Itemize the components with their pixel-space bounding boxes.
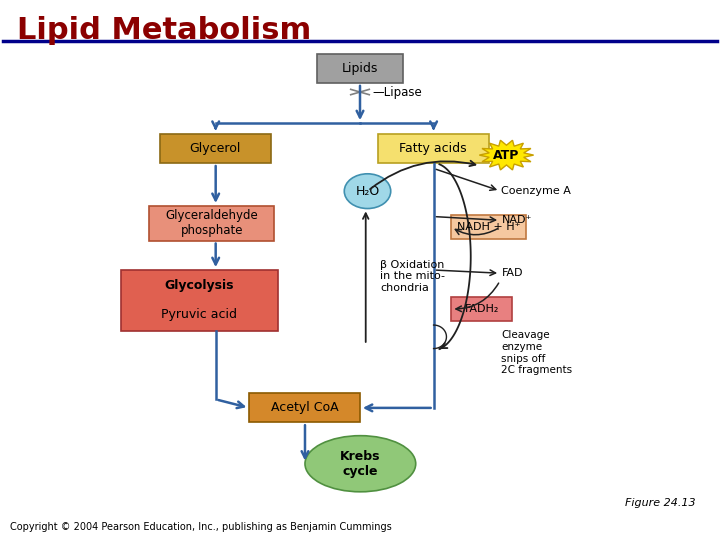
FancyBboxPatch shape (160, 134, 271, 163)
Text: Fatty acids: Fatty acids (400, 142, 467, 155)
Text: Glycolysis: Glycolysis (164, 279, 234, 292)
Text: Coenzyme A: Coenzyme A (501, 186, 572, 196)
Text: Figure 24.13: Figure 24.13 (625, 498, 696, 508)
Text: Copyright © 2004 Pearson Education, Inc., publishing as Benjamin Cummings: Copyright © 2004 Pearson Education, Inc.… (10, 522, 392, 532)
FancyBboxPatch shape (249, 393, 360, 422)
Text: Glycerol: Glycerol (189, 142, 241, 155)
Text: Glyceraldehyde
phosphate: Glyceraldehyde phosphate (166, 209, 258, 237)
Text: Krebs
cycle: Krebs cycle (340, 450, 381, 478)
FancyBboxPatch shape (451, 296, 512, 321)
Text: Cleavage
enzyme
snips off
2C fragments: Cleavage enzyme snips off 2C fragments (501, 330, 572, 375)
Text: Acetyl CoA: Acetyl CoA (271, 401, 338, 414)
Text: FADH₂: FADH₂ (464, 303, 499, 314)
Polygon shape (480, 140, 534, 170)
Text: ATP: ATP (493, 148, 520, 161)
Text: FAD: FAD (501, 268, 523, 278)
Text: NADH + H⁺: NADH + H⁺ (457, 222, 521, 232)
Ellipse shape (305, 436, 415, 492)
FancyBboxPatch shape (149, 206, 274, 241)
Ellipse shape (344, 174, 391, 208)
Text: Lipids: Lipids (342, 62, 378, 75)
FancyBboxPatch shape (121, 270, 278, 332)
FancyBboxPatch shape (451, 215, 526, 239)
FancyBboxPatch shape (378, 134, 489, 163)
Text: NAD⁺: NAD⁺ (501, 215, 532, 225)
Text: β Oxidation
in the mito-
chondria: β Oxidation in the mito- chondria (380, 260, 445, 293)
Text: Lipid Metabolism: Lipid Metabolism (17, 16, 311, 45)
Text: Pyruvic acid: Pyruvic acid (161, 308, 238, 321)
Text: —Lipase: —Lipase (373, 85, 423, 98)
Text: H₂O: H₂O (356, 185, 379, 198)
FancyBboxPatch shape (317, 53, 403, 83)
